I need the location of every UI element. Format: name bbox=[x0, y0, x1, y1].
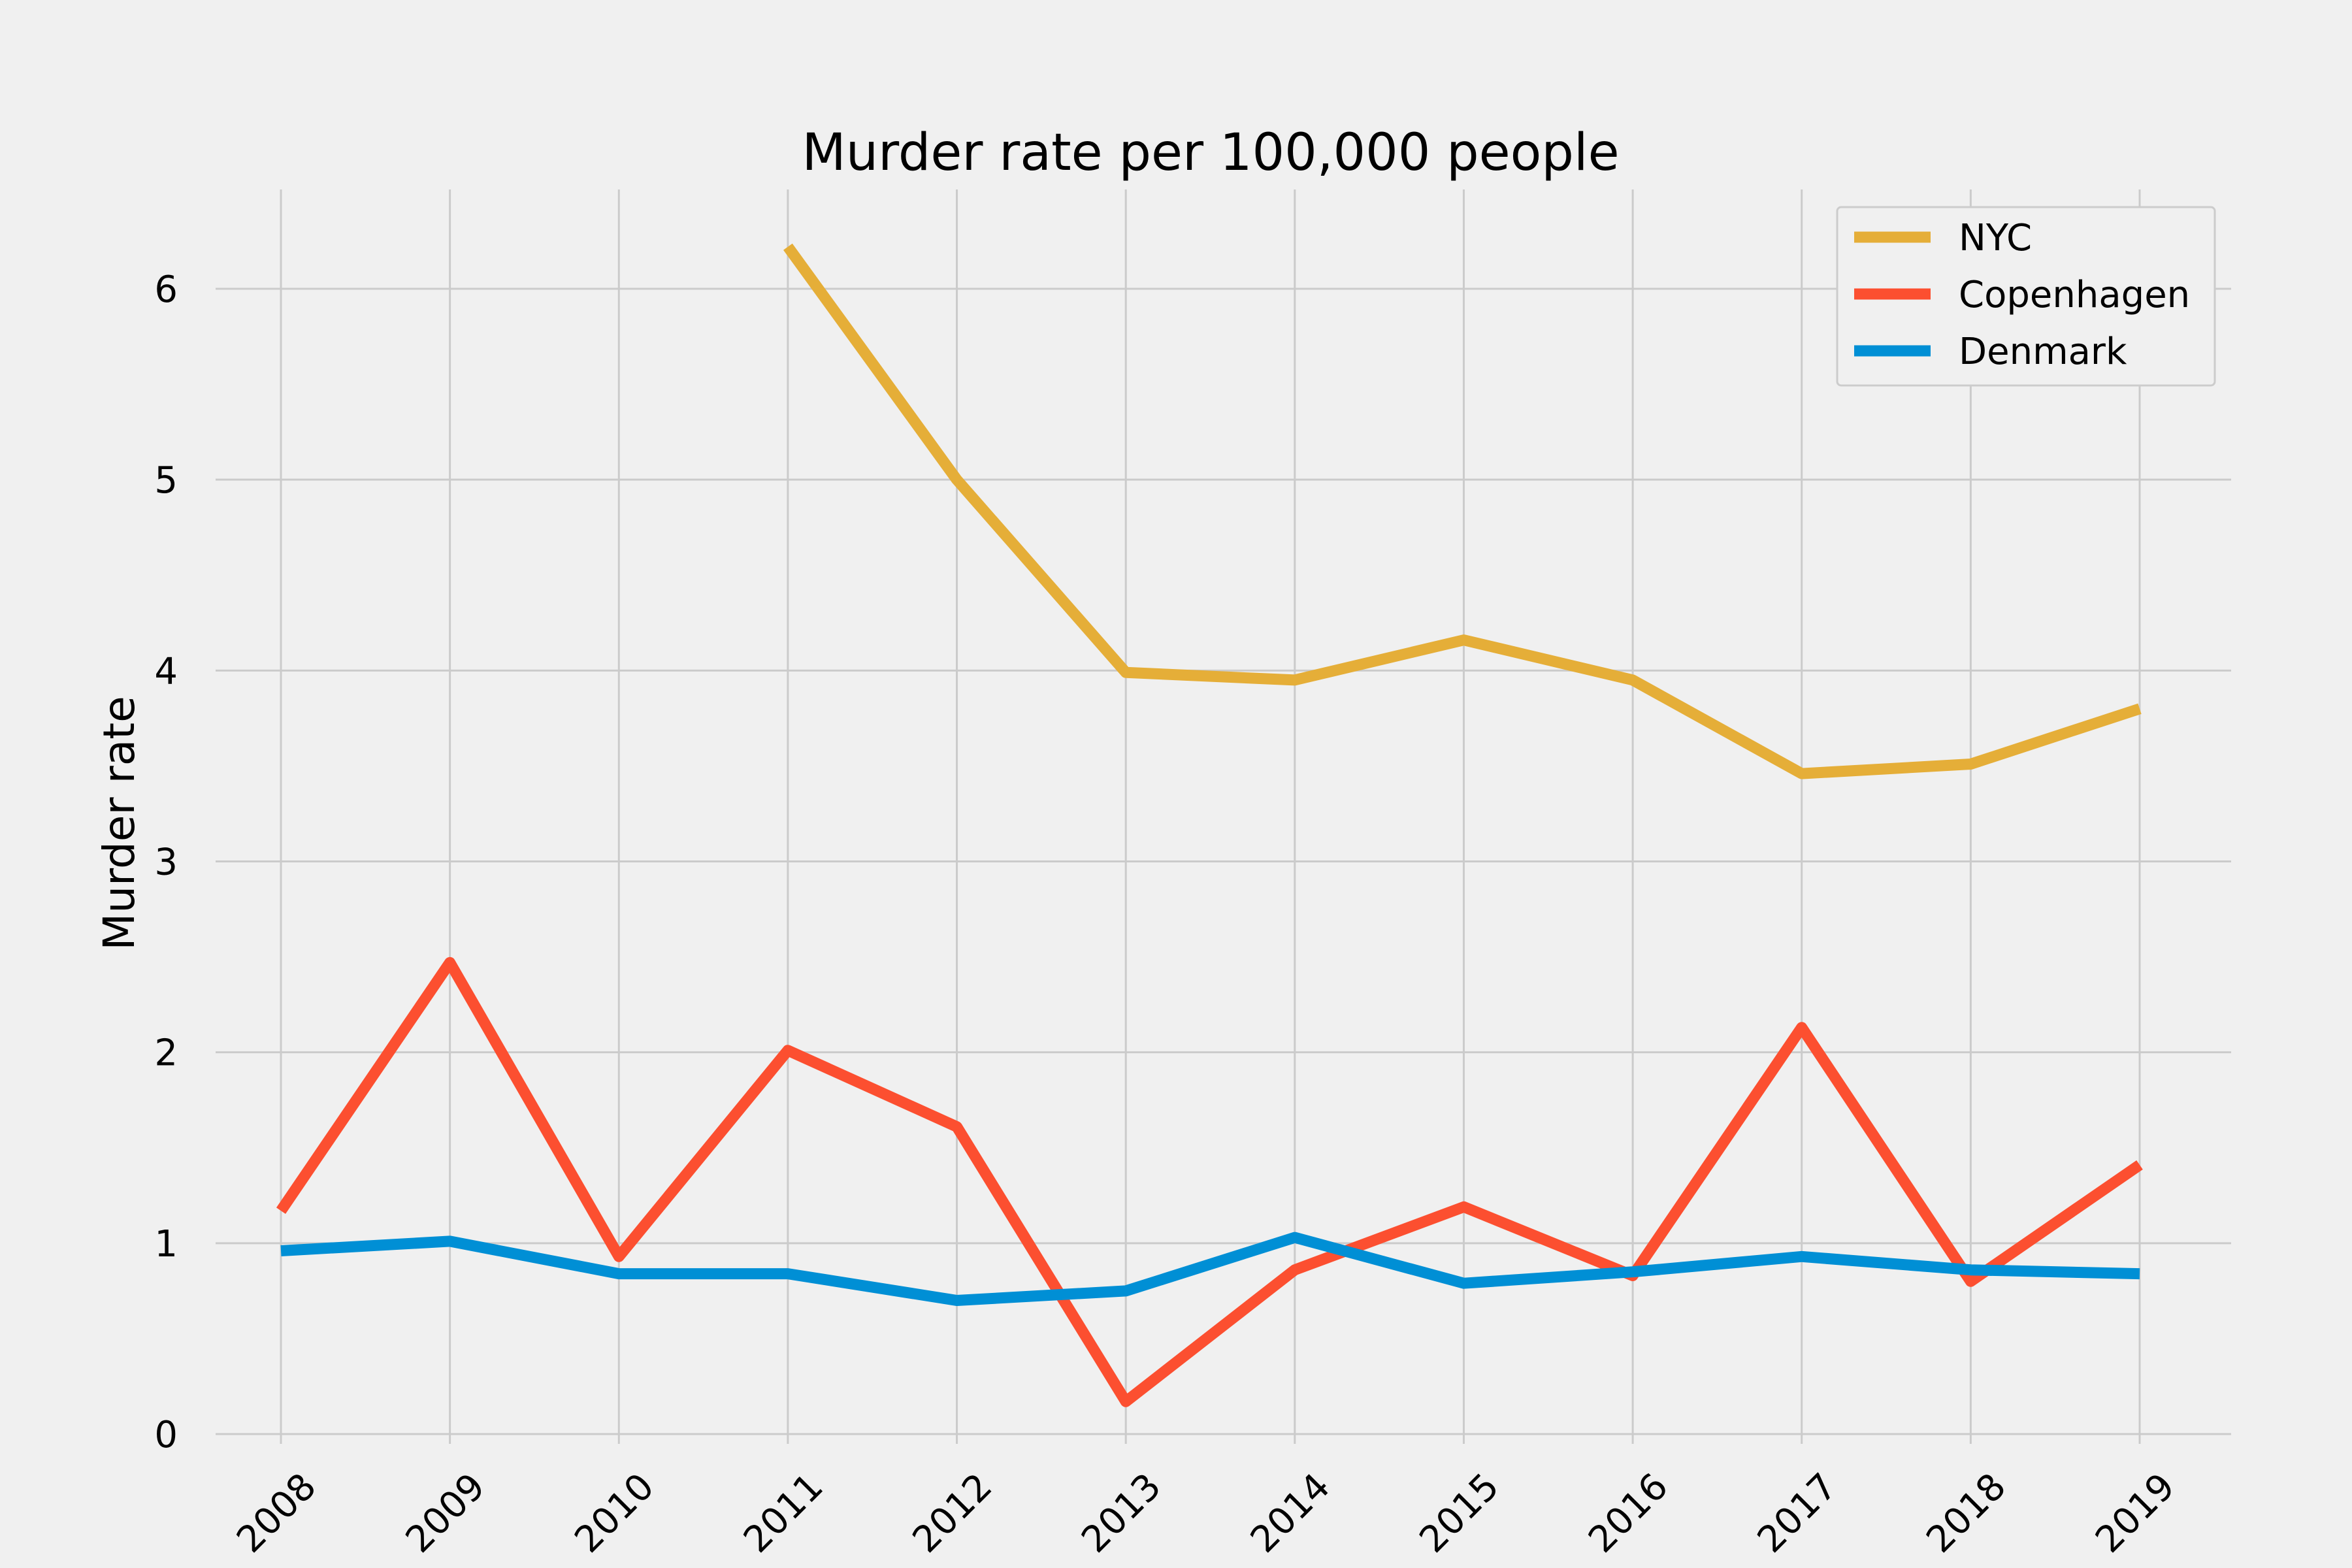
series-line-nyc bbox=[783, 243, 2142, 779]
legend-box bbox=[1836, 206, 2216, 387]
y-axis-label: Murder rate bbox=[94, 696, 144, 950]
series-line-denmark bbox=[280, 1232, 2140, 1306]
chart-title: Murder rate per 100,000 people bbox=[802, 123, 1619, 182]
series-lines bbox=[276, 243, 2143, 1407]
legend-label-nyc: NYC bbox=[1959, 217, 2032, 259]
y-tick-label: 6 bbox=[154, 269, 178, 311]
legend: NYC Copenhagen Denmark bbox=[1836, 206, 2216, 387]
legend-label-denmark: Denmark bbox=[1959, 331, 2127, 373]
series-line-copenhagen bbox=[276, 956, 2143, 1407]
y-tick-label: 4 bbox=[154, 650, 178, 693]
y-tick-label: 0 bbox=[154, 1414, 178, 1456]
y-tick-label: 1 bbox=[154, 1223, 178, 1266]
legend-label-copenhagen: Copenhagen bbox=[1959, 274, 2190, 316]
y-tick-label: 2 bbox=[154, 1032, 178, 1075]
y-tick-label: 3 bbox=[154, 841, 178, 884]
y-tick-labels: 0 1 2 3 4 5 6 bbox=[154, 269, 178, 1456]
y-tick-label: 5 bbox=[154, 459, 178, 502]
